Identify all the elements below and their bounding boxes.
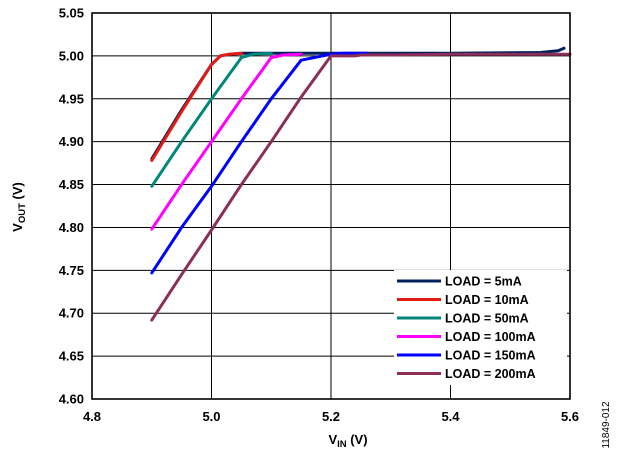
y-axis-title: VOUT (V) (10, 182, 28, 232)
y-tick-label: 5.05 (59, 6, 84, 21)
y-tick-label: 4.80 (59, 220, 84, 235)
x-tick-label: 5.6 (561, 409, 579, 424)
series-line-3 (150, 51, 273, 188)
legend-box (394, 270, 567, 385)
y-tick-label: 5.00 (59, 48, 84, 63)
x-tick-label: 4.8 (83, 409, 101, 424)
tick-labels: 4.8 5.0 5.2 5.4 5.6 4.60 4.65 4.70 4.75 4.80 4.85 4… (59, 6, 579, 425)
legend-label: LOAD = 10mA (445, 293, 529, 307)
series-line-5 (150, 51, 369, 275)
y-tick-label: 4.60 (59, 392, 84, 407)
y-tick-label: 4.85 (59, 177, 84, 192)
legend-label: LOAD = 50mA (445, 312, 529, 326)
y-tick-label: 4.95 (59, 91, 84, 106)
x-axis-title: VIN (V) (328, 432, 367, 450)
legend-label: LOAD = 100mA (445, 330, 536, 344)
series-line-6 (150, 52, 572, 322)
legend-label: LOAD = 5mA (445, 275, 522, 289)
plot-frame (91, 12, 571, 400)
y-tick-label: 4.70 (59, 306, 84, 321)
x-tick-label: 5.0 (202, 409, 220, 424)
series-line-4 (150, 52, 303, 231)
series-line-2 (150, 51, 243, 162)
legend-label: LOAD = 200mA (445, 367, 536, 381)
figure-id: 11849-012 (601, 401, 612, 449)
x-tick-label: 5.2 (322, 409, 340, 424)
y-tick-label: 4.75 (59, 263, 84, 278)
series-line-1 (150, 46, 566, 161)
legend-label: LOAD = 150mA (445, 349, 536, 363)
y-tick-label: 4.65 (59, 349, 84, 364)
y-tick-label: 4.90 (59, 134, 84, 149)
series-lines (150, 46, 572, 322)
x-tick-label: 5.4 (441, 409, 460, 424)
legend: LOAD = 5mA LOAD = 10mA LOAD = 50mA LOAD = 1… (394, 270, 567, 385)
